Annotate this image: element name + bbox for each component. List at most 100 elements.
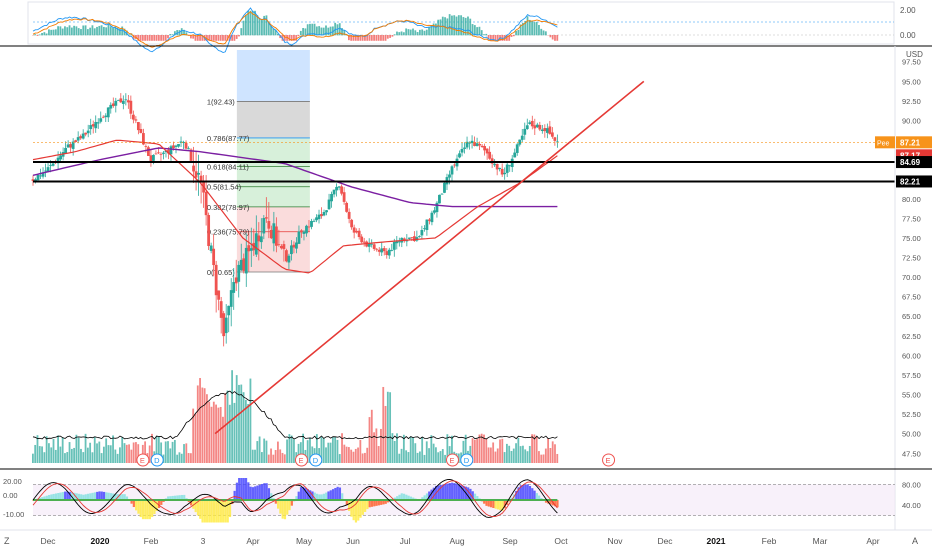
volume-bar [332,437,334,463]
candle-body [277,244,280,245]
volume-bar [282,453,284,463]
volume-bar [73,448,75,463]
candle-body [160,154,163,155]
momentum-bar [215,500,217,523]
volume-bar [435,447,437,463]
top-histogram-bar [151,35,153,41]
momentum-bar [499,500,501,510]
top-histogram-bar [238,35,240,36]
candle-body [232,282,235,293]
volume-bar [479,435,481,463]
candle-body [262,218,265,233]
top-histogram-bar [396,32,398,36]
volume-bar [85,434,87,463]
fib-level-label: 0.5(81.54) [207,183,242,192]
volume-bar [208,402,210,463]
event-marker-label: E [450,456,455,465]
candle-body [185,143,188,149]
momentum-bar [451,483,453,501]
volume-bar [421,437,423,463]
candle-body [212,249,215,265]
top-histogram-bar [34,34,36,35]
volume-bar [229,405,231,463]
volume-bar [133,442,135,463]
top-histogram-bar [545,31,547,35]
momentum-bar [366,500,368,509]
candle-body [293,245,296,248]
top-histogram-bar [531,21,533,35]
top-histogram-bar [417,32,419,35]
volume-bar [201,388,203,463]
momentum-bar [213,500,215,523]
fib-level-label: 0.786(87.77) [207,134,250,143]
candle-body [533,125,536,128]
volume-bar [323,438,325,463]
candle-body [155,154,158,155]
volume-bar [543,454,545,463]
time-tick-label: May [296,536,313,546]
price-tick-label: 97.50 [902,58,921,67]
top-histogram-bar [513,35,515,36]
volume-bar [359,440,361,463]
volume-bar [259,436,261,463]
top-histogram-bar [64,26,66,35]
candle-body [420,230,423,235]
volume-bar [250,379,252,463]
volume-bar [382,387,384,463]
stochastic-tick-label: 80.00 [902,480,921,489]
candle-body [305,226,308,234]
volume-bar [62,437,64,463]
candle-body [52,163,55,165]
price-tick-label: 72.50 [902,254,921,263]
candle-body [74,140,77,142]
level-price-value: 84.69 [900,158,921,167]
footer-right-corner[interactable]: A [912,536,918,546]
candle-body [132,115,135,120]
top-histogram-bar [250,11,252,36]
candle-body [250,248,253,251]
momentum-bar [284,500,286,519]
stochastic-left-tick-label: 0.00 [3,491,18,500]
volume-bar [547,438,549,463]
candle-body [84,133,87,135]
candle-body [39,176,42,177]
volume-bar [117,454,119,463]
candle-body [516,144,519,153]
momentum-bar [243,478,245,501]
candle-body [471,141,474,143]
volume-bar [174,440,176,463]
top-histogram-bar [387,35,389,39]
top-histogram-bar [46,33,48,35]
candle-body [348,212,351,219]
top-histogram-bar [371,35,373,41]
fib-zone-1 [237,101,310,137]
volume-bar [517,438,519,463]
time-tick-label: Apr [246,536,259,546]
candle-body [227,306,230,315]
volume-bar [394,441,396,463]
candle-body [453,165,456,166]
top-histogram-bar [149,35,151,41]
candle-body [145,146,148,147]
volume-bar [362,453,364,463]
volume-bar [188,453,190,463]
footer-left-corner[interactable]: Z [4,536,10,546]
momentum-bar [524,485,526,501]
candle-body [521,136,524,140]
candle-body [483,146,486,150]
volume-bar [410,436,412,463]
candle-body [300,230,303,232]
volume-bar [485,438,487,463]
candle-body [501,169,504,175]
top-histogram-bar [469,19,471,36]
momentum-bar [339,488,341,501]
top-histogram-bar [96,27,98,35]
volume-bar [48,443,50,463]
volume-bar [327,443,329,463]
candle-body [388,250,391,256]
time-tick-label: Apr [866,536,879,546]
volume-bar [34,445,36,463]
candle-body [380,248,383,252]
candle-body [245,248,248,274]
